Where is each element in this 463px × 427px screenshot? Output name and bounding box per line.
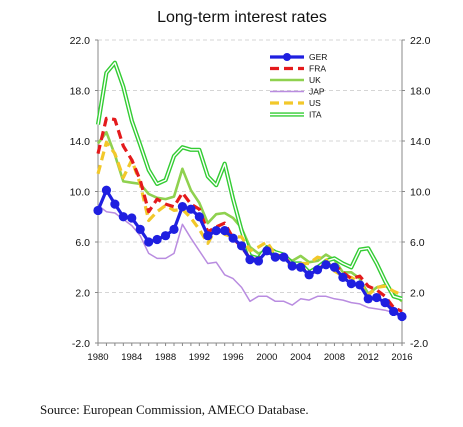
x-tick-label: 2008 [324,352,345,363]
data-point-ger [338,272,348,282]
legend-item-ger: GER [270,52,327,62]
legend-item-uk: UK [270,75,321,85]
y-tick-label-right: 14.0 [410,136,431,148]
x-tick-label: 1996 [223,352,244,363]
data-point-ger [220,226,230,236]
data-point-ger [194,212,204,222]
legend-marker [283,53,291,61]
data-point-ger [304,270,314,280]
y-tick-label-right: 2.0 [410,288,425,300]
series-fra [96,116,403,313]
data-point-ger [253,256,264,266]
legend-item-ita: ITA [270,110,322,120]
data-point-ger [160,231,171,241]
data-point-ger [270,252,280,262]
y-tick-label-left: 14.0 [70,136,91,148]
data-point-ger [228,233,238,243]
x-tick-label: 1980 [87,352,108,363]
series-jap [97,204,403,319]
legend-item-jap: JAP [270,87,325,97]
x-tick-label: 2000 [256,352,277,363]
data-point-ger [177,202,188,212]
data-point-ger [236,241,247,251]
data-point-ger [169,224,179,234]
data-point-ger [355,280,365,290]
x-tick-label: 1988 [155,352,176,363]
legend-item-us: US [270,98,321,108]
source-caption: Source: European Commission, AMECO Datab… [40,402,309,417]
data-point-ger [144,237,154,247]
y-tick-label-left: -2.0 [72,338,90,350]
legend-label: JAP [309,87,325,97]
data-point-ger [93,205,103,216]
y-tick-label-right: 6.0 [410,237,425,249]
y-tick-label-right: 10.0 [410,187,431,199]
series-us [96,140,403,297]
data-point-ger [127,213,137,223]
series-line-us [96,140,403,297]
legend-label: ITA [309,110,322,120]
legend-item-fra: FRA [270,64,326,74]
x-tick-label: 1992 [189,352,210,363]
chart-title: Long-term interest rates [157,9,327,26]
data-point-ger [110,199,120,209]
data-point-ger [287,261,297,271]
legend-label: FRA [309,64,326,74]
legend-label: GER [309,52,327,62]
data-point-ger [152,234,162,245]
data-point-ger [372,292,382,303]
y-tick-label-left: 22.0 [70,35,91,47]
y-tick-label-right: 18.0 [410,86,431,98]
y-tick-label-left: 18.0 [70,86,91,98]
series-ger [93,185,407,322]
series-layer [93,60,407,322]
series-line-jap [97,204,403,319]
x-tick-label: 2004 [290,352,311,363]
data-point-ger [388,306,399,317]
data-point-ger [101,185,112,195]
data-point-ger [211,226,221,236]
x-tick-label: 2016 [391,352,412,363]
x-tick-label: 1984 [121,352,142,363]
data-point-ger [321,260,331,270]
x-tick-label: 2012 [358,352,379,363]
legend-label: UK [309,75,321,85]
data-point-ger [363,294,373,304]
y-tick-label-left: 6.0 [75,237,90,249]
series-line-uk [96,130,403,303]
data-point-ger [279,252,289,262]
data-point-ger [346,279,356,289]
data-point-ger [329,262,340,272]
y-tick-label-right: -2.0 [410,338,428,350]
data-point-ger [380,298,390,308]
data-point-ger [312,265,323,275]
data-point-ger [296,262,306,272]
data-point-ger [118,212,128,222]
y-tick-label-right: 22.0 [410,35,431,47]
axes: -2.0 -2.0 2.0 2.0 6.0 6.0 10.0 10.0 14.0 14.0 18.0… [70,35,431,363]
data-point-ger [397,311,407,322]
data-point-ger [203,231,213,241]
data-point-ger [186,204,196,214]
y-tick-label-left: 2.0 [75,288,90,300]
series-uk [96,130,403,303]
data-point-ger [262,246,272,256]
data-point-ger [135,224,145,234]
data-point-ger [245,255,255,265]
y-tick-label-left: 10.0 [70,187,91,199]
legend-label: US [309,98,321,108]
series-line-fra [96,116,403,313]
